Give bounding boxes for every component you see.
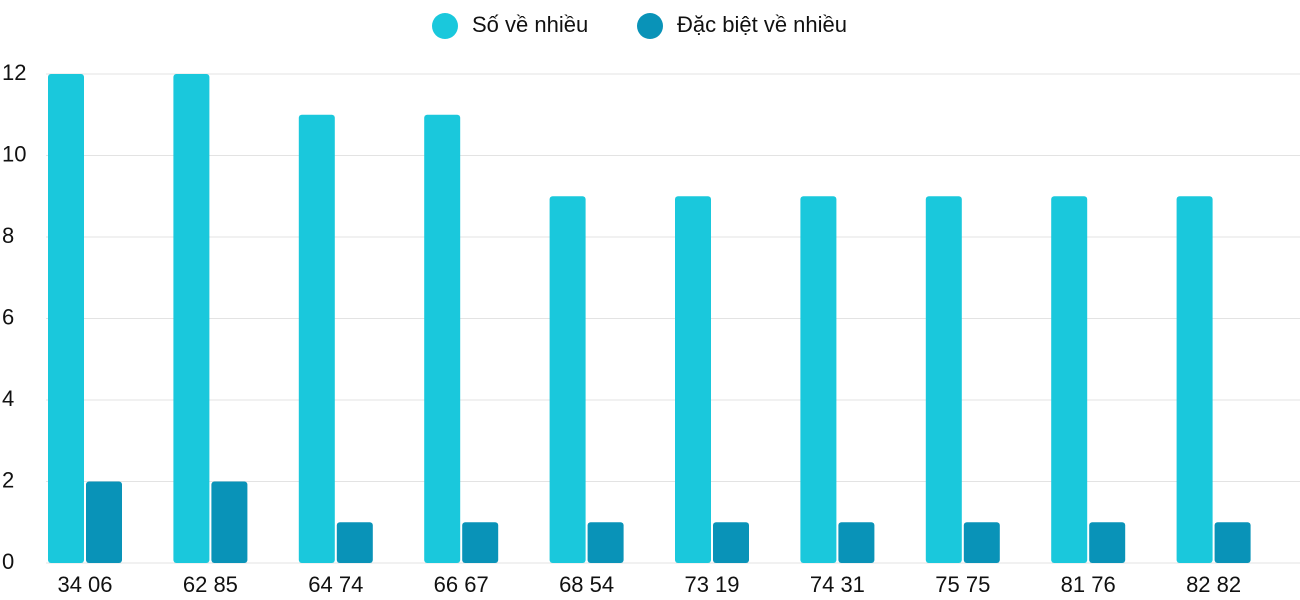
bar xyxy=(713,522,749,563)
legend-label: Số về nhiều xyxy=(472,12,588,37)
bar xyxy=(925,196,962,563)
bar xyxy=(1089,522,1126,563)
x-tick-label: 62 85 xyxy=(183,572,238,597)
x-tick-label: 34 06 xyxy=(57,572,112,597)
bar xyxy=(48,74,84,563)
y-tick-label: 8 xyxy=(2,223,14,248)
bar xyxy=(336,522,373,563)
y-tick-label: 2 xyxy=(2,467,14,492)
x-tick-label: 66 67 xyxy=(434,572,489,597)
legend-swatch xyxy=(432,13,458,39)
x-tick-label: 82 82 xyxy=(1186,572,1241,597)
bar xyxy=(963,522,1000,563)
bar xyxy=(424,114,461,563)
x-tick-label: 75 75 xyxy=(935,572,990,597)
bar xyxy=(675,196,711,563)
bar xyxy=(549,196,586,563)
bar xyxy=(86,481,122,563)
y-tick-label: 10 xyxy=(2,141,26,166)
legend-label: Đặc biệt về nhiều xyxy=(677,12,847,37)
bar xyxy=(298,114,335,563)
y-tick-label: 12 xyxy=(2,60,26,85)
bar xyxy=(838,522,875,563)
bar xyxy=(800,196,837,563)
bar xyxy=(1176,196,1213,563)
x-tick-label: 74 31 xyxy=(810,572,865,597)
bar xyxy=(211,481,248,563)
bar xyxy=(587,522,624,563)
bar xyxy=(1214,522,1251,563)
y-tick-label: 6 xyxy=(2,304,14,329)
bar xyxy=(462,522,499,563)
bar xyxy=(1051,196,1088,563)
x-tick-label: 81 76 xyxy=(1061,572,1116,597)
y-tick-label: 0 xyxy=(2,549,14,574)
y-tick-label: 4 xyxy=(2,386,14,411)
x-tick-label: 64 74 xyxy=(308,572,363,597)
x-tick-label: 73 19 xyxy=(684,572,739,597)
x-tick-label: 68 54 xyxy=(559,572,614,597)
bar xyxy=(173,74,210,563)
legend-swatch xyxy=(637,13,663,39)
